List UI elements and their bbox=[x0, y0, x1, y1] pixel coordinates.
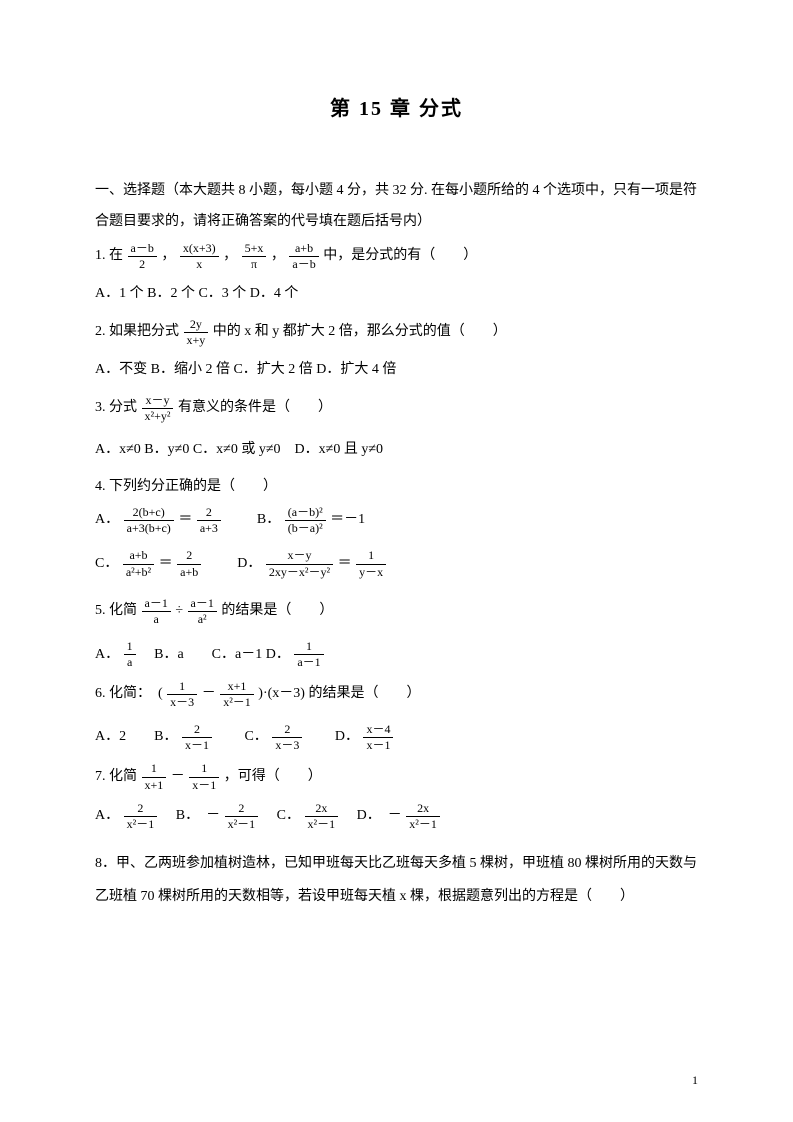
q5-opt-a: 1a bbox=[123, 640, 137, 669]
q1-lead: 1. 在 bbox=[95, 243, 123, 270]
q6-stem: 6. 化简： ( 1x－3 － x+1x²－1 )·(x－3) 的结果是（ ） bbox=[95, 680, 698, 709]
q5-opts: A． 1a B．a C．a－1 D． 1a－1 bbox=[95, 640, 698, 669]
q7-opt-c: 2xx²－1 bbox=[304, 802, 340, 831]
q4-d-f2: 1y－x bbox=[355, 549, 387, 578]
q3-stem: 3. 分式 x－yx²+y² 有意义的条件是（ ） bbox=[95, 394, 698, 423]
q4-c-f1: a+ba²+b² bbox=[122, 549, 155, 578]
q6-opt-d: x－4x－1 bbox=[362, 723, 394, 752]
q2-frac: 2yx+y bbox=[183, 318, 210, 347]
q2-opts: A．不变 B．缩小 2 倍 C．扩大 2 倍 D．扩大 4 倍 bbox=[95, 357, 698, 384]
q6-f1: 1x－3 bbox=[166, 680, 198, 709]
q6-opts: A．2 B． 2x－1 C． 2x－3 D． x－4x－1 bbox=[95, 723, 698, 752]
q7-f2: 1x－1 bbox=[188, 762, 220, 791]
q7-f1: 1x+1 bbox=[141, 762, 168, 791]
q4-a-f1: 2(b+c)a+3(b+c) bbox=[123, 506, 175, 535]
q7-opt-b: 2x²－1 bbox=[224, 802, 260, 831]
q7-stem: 7. 化简 1x+1 － 1x－1 ，可得（ ） bbox=[95, 762, 698, 791]
q7-opt-d: 2xx²－1 bbox=[405, 802, 441, 831]
q8-line1: 8．甲、乙两班参加植树造林，已知甲班每天比乙班每天多植 5 棵树，甲班植 80 … bbox=[95, 851, 698, 878]
q6-opt-b: 2x－1 bbox=[181, 723, 213, 752]
q8-line2: 乙班植 70 棵树所用的天数相等，若设甲班每天植 x 棵，根据题意列出的方程是（… bbox=[95, 884, 698, 911]
q4-stem: 4. 下列约分正确的是（ ） bbox=[95, 474, 698, 501]
q6-opt-c: 2x－3 bbox=[271, 723, 303, 752]
q1-opts: A．1 个 B．2 个 C．3 个 D．4 个 bbox=[95, 281, 698, 308]
q4-row-cd: C． a+ba²+b² ＝ 2a+b D． x－y2xy－x²－y² ＝ 1y－… bbox=[95, 549, 698, 578]
q1-frac2: x(x+3)x bbox=[179, 242, 220, 271]
q4-d-f1: x－y2xy－x²－y² bbox=[265, 549, 334, 578]
q7-opt-a: 2x²－1 bbox=[123, 802, 159, 831]
q3-opts: A．x≠0 B．y≠0 C．x≠0 或 y≠0 D．x≠0 且 y≠0 bbox=[95, 437, 698, 464]
q1-frac3: 5+xπ bbox=[241, 242, 268, 271]
section-heading: 一、选择题（本大题共 8 小题，每小题 4 分，共 32 分. 在每小题所给的 … bbox=[95, 176, 698, 238]
q4-row-ab: A． 2(b+c)a+3(b+c) ＝ 2a+3 B． (a－b)²(b－a)²… bbox=[95, 506, 698, 535]
q4-a-f2: 2a+3 bbox=[196, 506, 222, 535]
page-body: 第 15 章 分式 一、选择题（本大题共 8 小题，每小题 4 分，共 32 分… bbox=[0, 0, 793, 956]
q6-f2: x+1x²－1 bbox=[219, 680, 255, 709]
q5-f1: a－1a bbox=[141, 597, 172, 626]
q4-b-f1: (a－b)²(b－a)² bbox=[284, 506, 327, 535]
q5-f2: a－1a² bbox=[187, 597, 218, 626]
q2-stem: 2. 如果把分式 2yx+y 中的 x 和 y 都扩大 2 倍，那么分式的值（ … bbox=[95, 318, 698, 347]
q1-frac1: a－b2 bbox=[127, 242, 158, 271]
page-number: 1 bbox=[692, 1073, 698, 1088]
q1-frac4: a+ba－b bbox=[288, 242, 319, 271]
q4-c-f2: 2a+b bbox=[176, 549, 202, 578]
q5-opt-d: 1a－1 bbox=[293, 640, 324, 669]
chapter-title: 第 15 章 分式 bbox=[95, 90, 698, 128]
q1-stem: 1. 在 a－b2 ， x(x+3)x ， 5+xπ ， a+ba－b 中，是分… bbox=[95, 242, 698, 271]
q7-opts: A． 2x²－1 B． － 2x²－1 C． 2xx²－1 D． － 2xx²－… bbox=[95, 802, 698, 831]
q3-frac: x－yx²+y² bbox=[141, 394, 175, 423]
q5-stem: 5. 化简 a－1a ÷ a－1a² 的结果是（ ） bbox=[95, 597, 698, 626]
